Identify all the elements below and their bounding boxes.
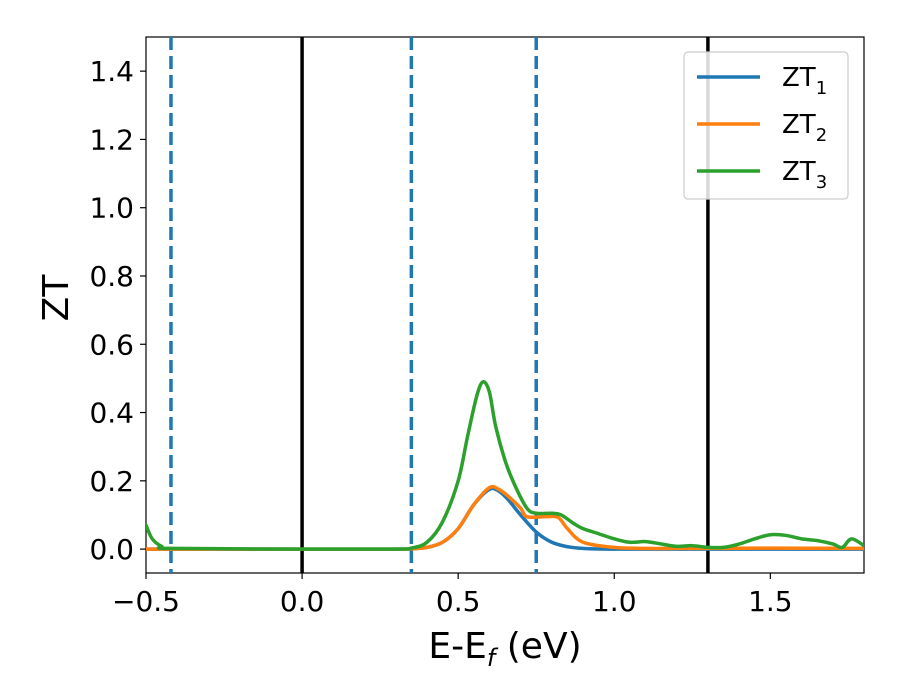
vertical-reference-lines <box>169 37 710 573</box>
series-line-zt3 <box>146 380 864 551</box>
legend: ZT1 ZT2 ZT3 <box>683 51 849 200</box>
x-tick-label: 1.0 <box>592 585 637 618</box>
x-tick-label: 0.5 <box>436 585 481 618</box>
y-axis-label: ZT <box>36 274 77 322</box>
x-axis-ticks: −0.5 0.0 0.5 1.0 1.5 <box>112 573 793 618</box>
legend-label-zt1: ZT1 <box>782 63 827 99</box>
x-tick-label: −0.5 <box>112 585 180 618</box>
series-lines <box>146 380 864 551</box>
x-tick-label: 0.0 <box>280 585 325 618</box>
y-tick-label: 0.2 <box>89 465 134 498</box>
x-tick-label: 1.5 <box>748 585 793 618</box>
x-axis-label: E-Ef (eV) <box>428 626 581 672</box>
legend-label-zt2: ZT2 <box>782 110 827 146</box>
y-tick-label: 0.4 <box>89 397 134 430</box>
y-tick-label: 0.0 <box>89 533 134 566</box>
y-tick-label: 1.2 <box>89 123 134 156</box>
legend-box <box>683 51 849 200</box>
y-tick-label: 1.4 <box>89 55 134 88</box>
plot-frame <box>145 36 865 574</box>
y-tick-label: 0.6 <box>89 328 134 361</box>
y-tick-label: 1.0 <box>89 192 134 225</box>
legend-label-zt3: ZT3 <box>782 157 827 193</box>
y-axis-ticks: 0.0 0.2 0.4 0.6 0.8 1.0 1.2 1.4 <box>89 55 146 566</box>
y-tick-label: 0.8 <box>89 260 134 293</box>
